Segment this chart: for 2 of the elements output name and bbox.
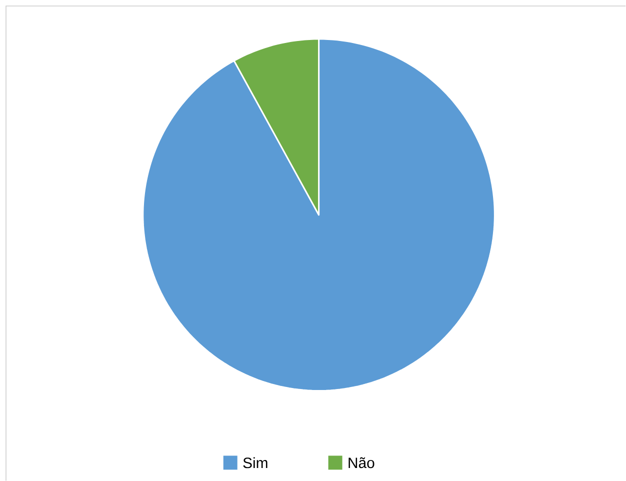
legend-label: Não — [348, 457, 374, 468]
legend-label: Sim — [243, 457, 268, 468]
